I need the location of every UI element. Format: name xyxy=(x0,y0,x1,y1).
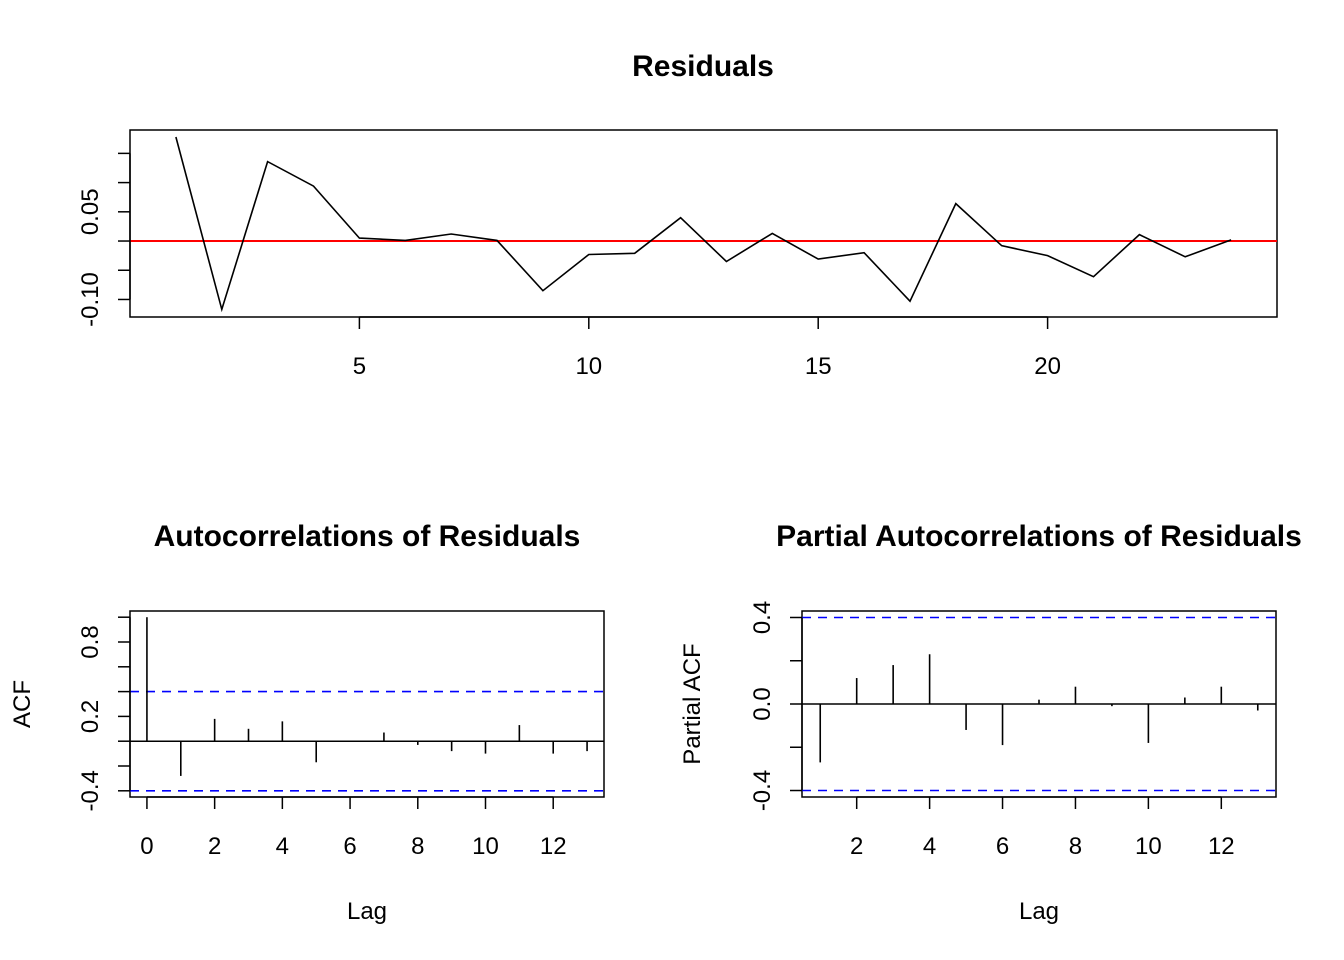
acf-x-axis-label: Lag xyxy=(347,898,387,925)
residuals-y-tick-label: 0.05 xyxy=(77,188,104,235)
pacf-x-tick-label: 10 xyxy=(1135,833,1162,860)
residuals-x-tick-label: 20 xyxy=(1034,353,1061,380)
acf-x-tick-label: 0 xyxy=(140,833,153,860)
residuals-x-tick-label: 15 xyxy=(805,353,832,380)
pacf-y-tick-label: 0.4 xyxy=(749,601,776,634)
pacf-x-axis: 2 4 6 8 10 12 xyxy=(850,796,1235,860)
residuals-x-axis: 5 10 15 20 xyxy=(353,316,1061,380)
acf-x-tick-label: 12 xyxy=(540,833,567,860)
pacf-y-axis-label: Partial ACF xyxy=(679,643,706,764)
acf-plot-frame xyxy=(129,610,605,798)
acf-y-tick-label: 0.8 xyxy=(77,625,104,658)
pacf-x-tick-label: 6 xyxy=(996,833,1009,860)
pacf-x-axis-label: Lag xyxy=(1019,898,1059,925)
acf-y-tick-label: -0.4 xyxy=(77,770,104,811)
acf-panel: Autocorrelations of Residuals 0 2 4 6 8 10 12 … xyxy=(9,520,605,925)
acf-title: Autocorrelations of Residuals xyxy=(154,520,581,553)
pacf-y-tick-label: 0.0 xyxy=(749,687,776,720)
acf-x-axis: 0 2 4 6 8 10 12 xyxy=(140,796,567,860)
acf-y-axis-label: ACF xyxy=(9,680,36,728)
pacf-y-tick-label: -0.4 xyxy=(749,770,776,811)
pacf-x-tick-label: 2 xyxy=(850,833,863,860)
pacf-bars xyxy=(819,654,1259,763)
pacf-x-tick-label: 12 xyxy=(1208,833,1235,860)
residuals-x-tick-label: 10 xyxy=(575,353,602,380)
acf-x-tick-label: 6 xyxy=(343,833,356,860)
residuals-series xyxy=(175,136,1232,313)
acf-y-axis: -0.4 0.2 0.8 xyxy=(77,616,131,811)
acf-bars xyxy=(146,617,588,776)
residuals-x-tick-label: 5 xyxy=(353,353,366,380)
pacf-panel: Partial Autocorrelations of Residuals 2 4… xyxy=(679,520,1302,925)
pacf-y-axis: -0.4 0.0 0.4 xyxy=(749,601,803,811)
pacf-title: Partial Autocorrelations of Residuals xyxy=(776,520,1302,553)
residuals-title: Residuals xyxy=(632,50,774,83)
residuals-y-axis: -0.10 0.05 xyxy=(77,152,131,327)
residuals-panel: Residuals 5 10 15 20 -0.10 0.05 xyxy=(77,50,1278,380)
pacf-x-tick-label: 4 xyxy=(923,833,936,860)
residuals-line xyxy=(175,136,1232,313)
residuals-y-tick-label: -0.10 xyxy=(77,272,104,327)
acf-x-tick-label: 10 xyxy=(472,833,499,860)
residuals-plot-frame xyxy=(129,129,1278,318)
acf-x-tick-label: 4 xyxy=(276,833,289,860)
pacf-x-tick-label: 8 xyxy=(1069,833,1082,860)
acf-x-tick-label: 2 xyxy=(208,833,221,860)
acf-x-tick-label: 8 xyxy=(411,833,424,860)
acf-y-tick-label: 0.2 xyxy=(77,700,104,733)
